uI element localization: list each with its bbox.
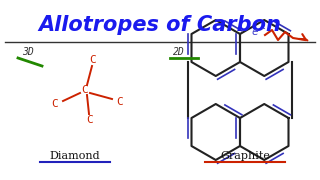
Text: C: C [87, 115, 93, 125]
Text: C: C [116, 97, 124, 107]
Text: C: C [82, 85, 88, 95]
Text: e: e [252, 27, 258, 37]
Text: 2D: 2D [173, 47, 185, 57]
Text: C: C [90, 55, 96, 65]
Text: Allotropes of Carbon: Allotropes of Carbon [39, 15, 281, 35]
Text: -: - [261, 23, 265, 33]
Text: C: C [52, 99, 58, 109]
Text: Graphite: Graphite [220, 151, 270, 161]
Text: 3D: 3D [22, 47, 34, 57]
Text: Diamond: Diamond [50, 151, 100, 161]
